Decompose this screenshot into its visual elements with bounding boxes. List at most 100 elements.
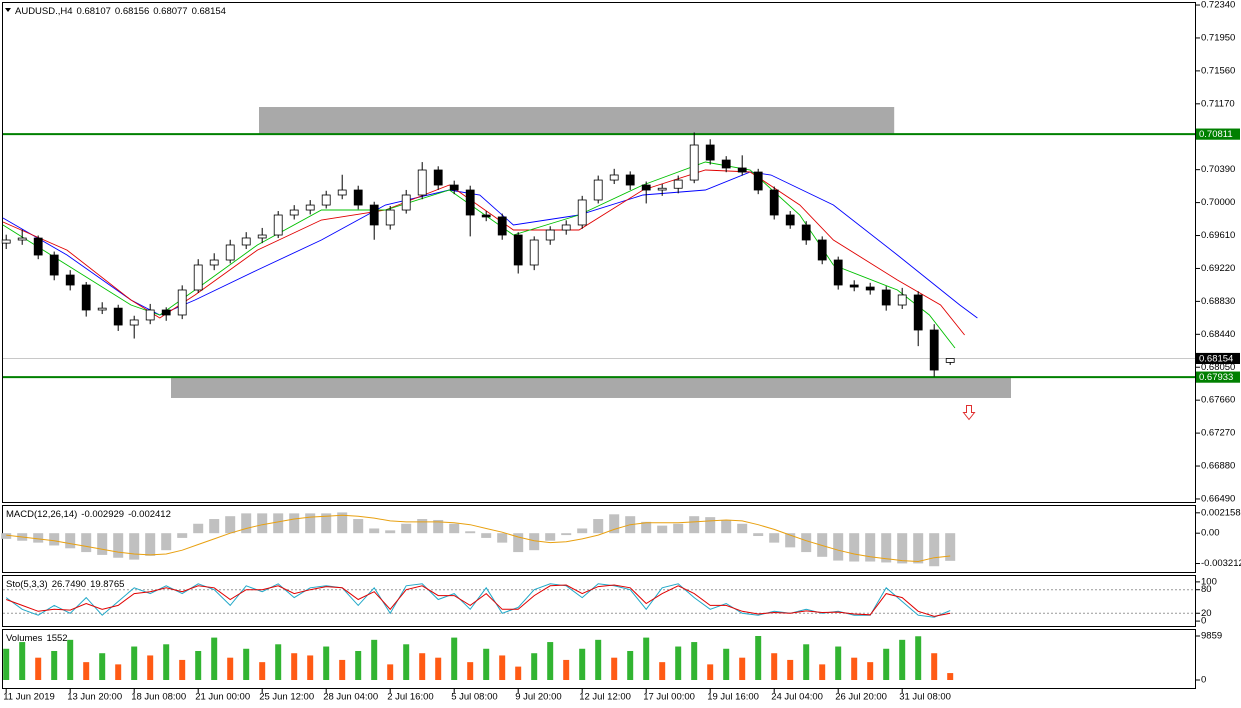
macd-bar xyxy=(401,523,412,534)
candle-body xyxy=(1,239,11,244)
macd-bar xyxy=(929,533,940,567)
candle-body xyxy=(65,274,75,286)
candle-body xyxy=(497,216,507,236)
candle-body xyxy=(321,194,331,206)
candle-body xyxy=(513,234,523,266)
macd-bar xyxy=(369,528,380,534)
macd-bar xyxy=(225,516,236,534)
level-label: 0.67933 xyxy=(1199,372,1233,383)
volume-bar xyxy=(99,653,106,681)
volume-bar xyxy=(195,650,202,681)
y-tick-label: 0.67660 xyxy=(1201,395,1235,406)
macd-bar xyxy=(689,516,700,534)
title-value: -0.002929 xyxy=(81,509,124,520)
candle-body xyxy=(177,289,187,316)
candle-body xyxy=(753,171,763,191)
y-tick-label: 0 xyxy=(1201,616,1206,627)
volume-bar xyxy=(819,664,826,681)
candle-body xyxy=(305,204,315,211)
title-name: Volumes xyxy=(6,633,43,644)
y-tick-label: 9859 xyxy=(1201,631,1222,642)
candle-body xyxy=(465,189,475,216)
candle-body xyxy=(17,237,27,241)
volume-bar xyxy=(163,644,170,681)
macd-bar xyxy=(33,533,44,543)
sto-frame xyxy=(2,575,1196,627)
x-tick-label: 21 Jun 00:00 xyxy=(195,692,250,703)
volume-bar xyxy=(35,657,42,681)
macd-bar xyxy=(129,533,140,560)
y-tick-label: 0.72340 xyxy=(1201,0,1235,11)
candle-body xyxy=(449,184,459,191)
y-tick-label: 0.70390 xyxy=(1201,164,1235,175)
macd-bar xyxy=(177,533,188,538)
volume-bar xyxy=(867,662,874,681)
volume-bar xyxy=(451,637,458,681)
macd-bar xyxy=(577,528,588,534)
volume-bar xyxy=(499,655,506,681)
x-tick-label: 2 Jul 16:00 xyxy=(387,692,433,703)
volume-bar xyxy=(915,636,922,681)
volume-bar xyxy=(83,662,90,681)
y-tick-label: 0.002158 xyxy=(1201,507,1241,518)
volume-bar xyxy=(851,657,858,681)
candle-body xyxy=(689,144,699,181)
candle-body xyxy=(929,329,939,371)
candle-body xyxy=(273,214,283,236)
y-tick-label: 0.69220 xyxy=(1201,263,1235,274)
volume-bar xyxy=(883,648,890,681)
y-tick-label: 0.71560 xyxy=(1201,65,1235,76)
candle-body xyxy=(417,169,427,196)
menu-triangle[interactable] xyxy=(5,8,11,12)
volume-bar xyxy=(579,648,586,681)
x-tick-label: 5 Jul 08:00 xyxy=(451,692,497,703)
volume-bar xyxy=(51,650,58,681)
macd-bar xyxy=(849,533,860,562)
volume-bar xyxy=(147,655,154,681)
title-value: 0.68156 xyxy=(115,6,149,17)
price-frame xyxy=(2,2,1196,503)
volume-bar xyxy=(19,642,26,681)
macd-bar xyxy=(913,533,924,564)
candle-body xyxy=(865,286,875,291)
title-value: 19.8765 xyxy=(90,579,124,590)
candle-body xyxy=(545,229,555,241)
y-tick-label: 0.66880 xyxy=(1201,461,1235,472)
volume-bar xyxy=(259,662,266,681)
candle-body xyxy=(145,309,155,321)
macd-bar xyxy=(673,523,684,534)
candle-body xyxy=(161,309,171,316)
volume-bar xyxy=(947,673,954,681)
y-tick-label: 100 xyxy=(1201,576,1217,587)
volume-bar xyxy=(931,653,938,681)
macd-bar xyxy=(353,519,364,534)
signal-line xyxy=(6,514,951,563)
candle-body xyxy=(369,204,379,226)
panel-title: MACD(12,26,14) -0.002929 -0.002412 xyxy=(6,509,171,520)
macd-bar xyxy=(785,533,796,548)
macd-bar xyxy=(65,533,76,549)
y-tick-label: 0.70000 xyxy=(1201,197,1235,208)
candle-body xyxy=(225,244,235,261)
y-tick-label: 0.00 xyxy=(1201,528,1220,539)
x-tick-label: 26 Jul 20:00 xyxy=(835,692,887,703)
y-tick-label: -0.003212 xyxy=(1201,558,1241,569)
down-arrow xyxy=(962,405,976,421)
title-value: 26.7490 xyxy=(52,579,86,590)
macd-bar xyxy=(513,533,524,553)
macd-bar xyxy=(641,521,652,534)
volume-bar xyxy=(691,642,698,681)
candle-body xyxy=(785,214,795,226)
moving-average xyxy=(2,161,956,349)
panel-title: Sto(5,3,3) 26.7490 19.8765 xyxy=(6,579,124,590)
candle-body xyxy=(561,224,571,231)
macd-bar xyxy=(497,533,508,543)
candle-body xyxy=(385,209,395,226)
volume-bar xyxy=(515,666,522,681)
title-value: -0.002412 xyxy=(128,509,171,520)
macd-bar xyxy=(481,533,492,538)
bid-label-box xyxy=(1196,352,1240,364)
volume-bar xyxy=(467,662,474,681)
title-value: 0.68154 xyxy=(192,6,226,17)
volume-bar xyxy=(659,662,666,681)
